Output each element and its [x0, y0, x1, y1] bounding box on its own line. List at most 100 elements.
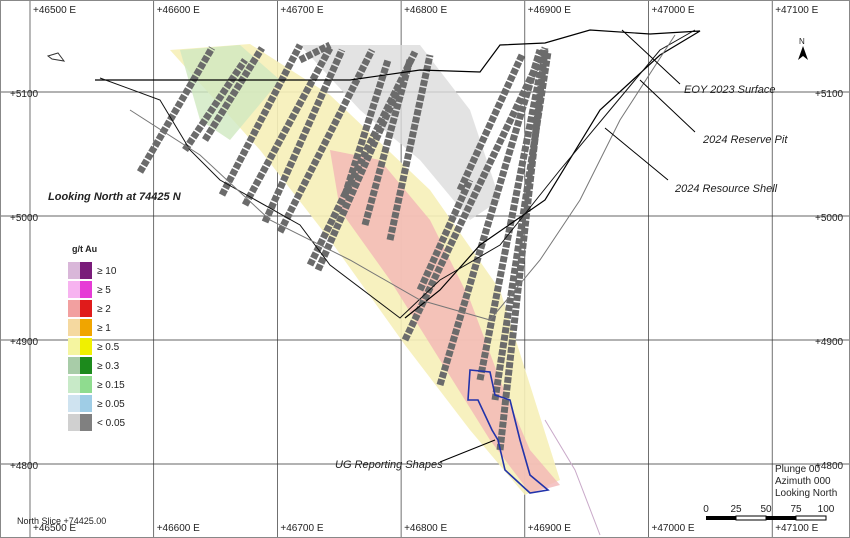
easting-label: +46800 E: [404, 5, 447, 16]
legend-label: ≥ 0.15: [97, 380, 125, 391]
footer: North Slice +74425.00: [17, 516, 106, 526]
drill-hole: [306, 50, 419, 267]
scale-label: 100: [818, 504, 835, 515]
outline: [46, 52, 66, 62]
drill-hole: [456, 53, 526, 192]
arrow: [621, 29, 681, 85]
drill-hole: [298, 41, 332, 64]
legend-swatch: [80, 414, 92, 431]
easting-label: +46600 E: [157, 523, 200, 534]
north-arrow: N: [798, 37, 808, 60]
legend-swatch: [80, 338, 92, 355]
drill-hole: [276, 48, 376, 234]
northing-label: +5000: [815, 213, 844, 224]
legend-swatch: [80, 319, 92, 336]
easting-label: +47100 E: [775, 5, 818, 16]
scale-label: 25: [730, 504, 742, 515]
drill-hole: [202, 46, 265, 142]
northing-label: +5100: [815, 89, 844, 100]
drill-hole: [386, 54, 434, 241]
easting-label: +47000 E: [652, 523, 695, 534]
easting-label: +47000 E: [652, 5, 695, 16]
legend-swatch: [68, 262, 80, 279]
legend-label: ≥ 2: [97, 304, 111, 315]
annotation-arrows: [439, 29, 696, 463]
legend-swatch: [80, 395, 92, 412]
scale-seg: [706, 516, 736, 520]
legend-swatch: [68, 319, 80, 336]
legend-swatch: [68, 395, 80, 412]
surface-line: [95, 29, 701, 319]
arrow: [604, 127, 669, 181]
legend: g/t Au ≥ 10 ≥ 5 ≥ 2 ≥ 1 ≥ 0.5 ≥ 0.3 ≥ 0.15 ≥ 0.…: [68, 244, 126, 431]
view-label: Looking North at 74425 N: [48, 191, 182, 203]
drill-hole: [218, 43, 304, 197]
reserve-pit-line: [99, 29, 696, 319]
legend-swatch: [68, 357, 80, 374]
drill-hole: [314, 88, 402, 272]
legend-swatch: [68, 414, 80, 431]
resource-shell-label: 2024 Resource Shell: [674, 183, 778, 195]
scale-seg: [735, 515, 767, 521]
legend-swatch: [68, 300, 80, 317]
legend-swatch: [80, 376, 92, 393]
northing-label: +4800: [10, 461, 39, 472]
legend-label: ≥ 0.05: [97, 399, 125, 410]
north-label: N: [799, 37, 805, 46]
surface-label: EOY 2023 Surface: [684, 84, 776, 96]
ug-label: UG Reporting Shapes: [335, 459, 443, 471]
drill-holes: [136, 41, 552, 451]
legend-label: ≥ 5: [97, 285, 111, 296]
drill-hole: [341, 58, 392, 197]
northing-label: +4900: [10, 337, 39, 348]
legend-label: ≥ 0.3: [97, 361, 120, 372]
northing-label: +4800: [815, 461, 844, 472]
easting-label: +46500 E: [33, 5, 76, 16]
legend-label: ≥ 1: [97, 323, 111, 334]
legend-swatch: [68, 338, 80, 355]
info-line: Azimuth 000: [775, 476, 831, 487]
drill-hole: [436, 48, 544, 387]
easting-label: +46800 E: [404, 523, 447, 534]
legend-label: ≥ 0.5: [97, 342, 120, 353]
scale-seg: [766, 516, 796, 520]
easting-label: +46700 E: [280, 523, 323, 534]
scale-label: 50: [760, 504, 772, 515]
scale-bar: 0 25 50 75 100: [703, 504, 835, 521]
drill-hole: [136, 46, 216, 174]
info-line: Looking North: [775, 488, 837, 499]
legend-swatch: [68, 281, 80, 298]
legend-swatch: [68, 376, 80, 393]
arrow: [639, 79, 696, 133]
drill-hole: [476, 47, 549, 381]
resource-shell-line: [129, 34, 676, 321]
northing-label: +5100: [10, 89, 39, 100]
drill-hole: [261, 48, 346, 224]
easting-label: +46600 E: [157, 5, 200, 16]
ug-shape: [467, 369, 550, 494]
easting-label: +46900 E: [528, 5, 571, 16]
legend-title: g/t Au: [72, 244, 97, 254]
info: Plunge 00 Azimuth 000 Looking North: [775, 464, 837, 499]
northing-label: +4900: [815, 337, 844, 348]
easting-label: +46500 E: [33, 523, 76, 534]
legend-swatch: [80, 281, 92, 298]
scale-label: 0: [703, 504, 709, 515]
shell-extension: [544, 419, 601, 536]
drill-hole: [491, 51, 552, 401]
easting-label: +47100 E: [775, 523, 818, 534]
drill-hole: [182, 58, 248, 152]
easting-label: +46900 E: [528, 523, 571, 534]
northing-label: +5000: [10, 213, 39, 224]
info-line: Plunge 00: [775, 464, 820, 475]
legend-swatch: [80, 357, 92, 374]
drill-hole: [416, 178, 474, 292]
arrow: [439, 439, 496, 463]
legend-swatch: [80, 300, 92, 317]
easting-label: +46700 E: [280, 5, 323, 16]
drill-hole: [361, 59, 414, 226]
legend-label: ≥ 10: [97, 266, 117, 277]
